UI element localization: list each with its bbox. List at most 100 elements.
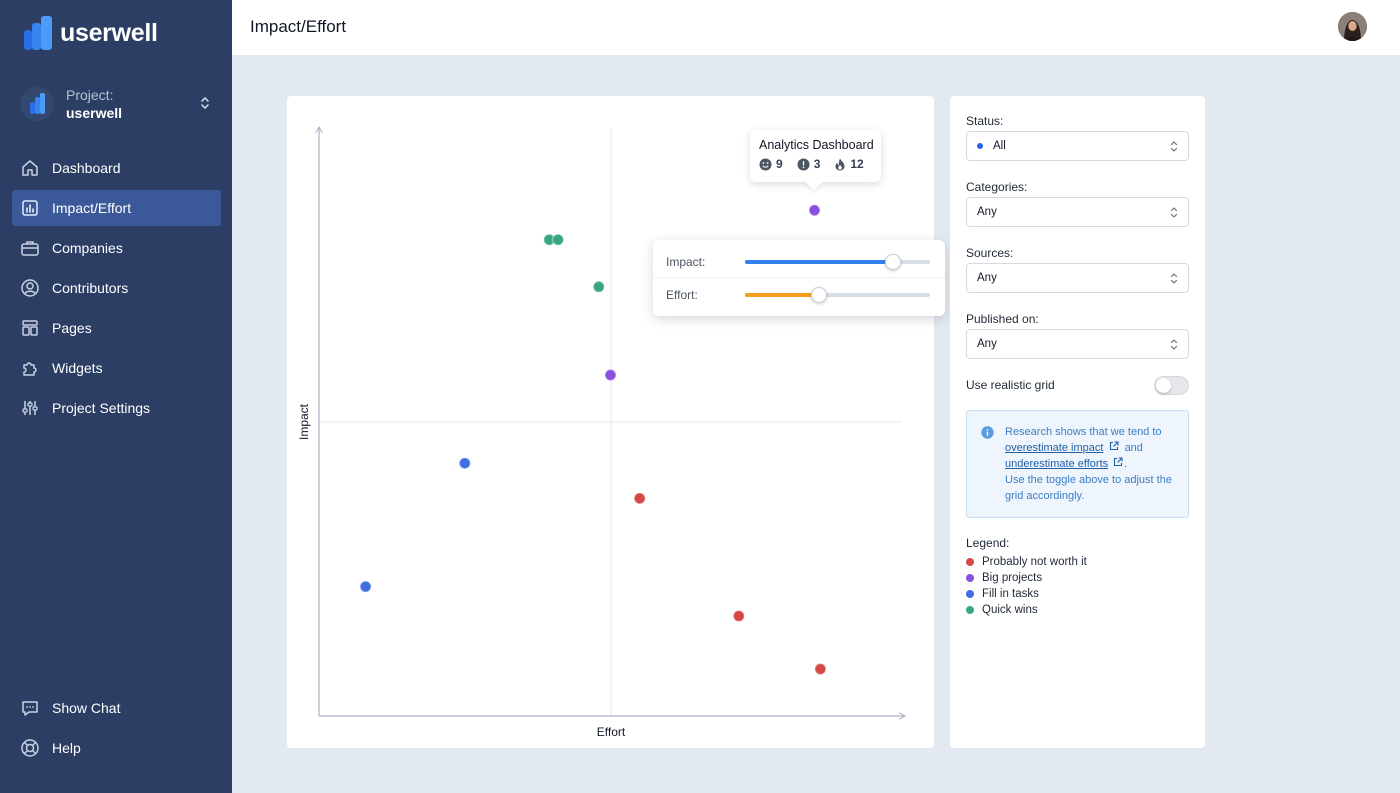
info-callout: Research shows that we tend to overestim… [966, 410, 1189, 518]
effort-slider-row: Effort: [653, 279, 945, 311]
published-on-select[interactable]: Any [966, 329, 1189, 359]
impact-slider-handle[interactable] [885, 253, 901, 270]
info-text: Research shows that we tend to overestim… [1005, 424, 1185, 504]
project-switcher[interactable]: Project: userwell [20, 84, 216, 124]
x-axis-label: Effort [597, 725, 626, 739]
nav-item-label: Dashboard [52, 160, 121, 176]
project-logo-icon [30, 93, 45, 114]
published-on-value: Any [977, 338, 997, 350]
nav-item-impact-effort[interactable]: Impact/Effort [12, 190, 221, 226]
data-point[interactable] [604, 368, 617, 382]
external-link-icon [1114, 457, 1123, 467]
user-photo-icon [1338, 12, 1367, 41]
tooltip-stat: 3 [797, 157, 821, 171]
data-point[interactable] [633, 492, 646, 505]
nav-item-contributors[interactable]: Contributors [12, 270, 221, 306]
effort-slider-fill [745, 293, 819, 297]
external-link-icon [1109, 441, 1119, 451]
nav-item-label: Widgets [52, 360, 103, 376]
nav-item-dashboard[interactable]: Dashboard [12, 150, 221, 186]
sources-value: Any [977, 272, 997, 284]
data-point[interactable] [592, 280, 606, 294]
lifebuoy-icon [21, 739, 39, 757]
nav-item-companies[interactable]: Companies [12, 230, 221, 266]
nav-item-pages[interactable]: Pages [12, 310, 221, 346]
legend-label: Quick wins [982, 604, 1038, 616]
chevron-up-down-icon [1170, 273, 1178, 284]
legend-title: Legend: [966, 536, 1010, 550]
data-point[interactable] [359, 580, 372, 593]
info-text-line: Research shows that we tend to [1005, 426, 1162, 438]
impact-slider-row: Impact: [653, 246, 945, 278]
impact-slider-fill [745, 259, 893, 264]
categories-label: Categories: [966, 180, 1028, 194]
categories-select[interactable]: Any [966, 197, 1189, 227]
nav-item-label: Pages [52, 320, 92, 336]
legend-dot [966, 558, 974, 566]
nav-item-label: Companies [52, 240, 123, 256]
info-text-period: . [1124, 458, 1128, 470]
legend: Probably not worth it Big projects Fill … [966, 554, 1087, 618]
user-circle-icon [21, 279, 39, 297]
point-sliders-popover: Impact: Effort: [653, 240, 945, 316]
tooltip-stats: 9 3 12 [759, 157, 878, 171]
user-avatar[interactable] [1338, 12, 1367, 41]
data-point[interactable] [814, 662, 827, 676]
effort-slider-label: Effort: [666, 288, 698, 302]
data-point[interactable] [732, 609, 746, 623]
status-dot [977, 143, 983, 149]
y-axis-label: Impact [297, 403, 311, 440]
brand-logo[interactable]: userwell [22, 14, 158, 52]
bottom-nav: Show Chat Help [12, 690, 221, 770]
overestimate-impact-link[interactable]: overestimate impact [1005, 442, 1104, 454]
impact-effort-chart: Effort Impact Analytics Dashboard 9 3 12… [287, 96, 945, 748]
help-button[interactable]: Help [12, 730, 221, 766]
sources-select[interactable]: Any [966, 263, 1189, 293]
underestimate-efforts-link[interactable]: underestimate efforts [1005, 458, 1109, 470]
briefcase-icon [21, 241, 39, 256]
brand-name: userwell [60, 18, 158, 47]
show-chat-button[interactable]: Show Chat [12, 690, 221, 726]
data-point[interactable] [808, 204, 821, 217]
nav-item-project-settings[interactable]: Project Settings [12, 390, 221, 426]
impact-slider-label: Impact: [666, 254, 706, 269]
categories-value: Any [977, 206, 997, 218]
nav-item-widgets[interactable]: Widgets [12, 350, 221, 386]
info-text-line: Use the toggle above to adjust the grid … [1005, 474, 1172, 502]
legend-label: Big projects [982, 572, 1043, 584]
published-on-label: Published on: [966, 312, 1039, 326]
userwell-logo-icon [24, 16, 52, 50]
top-bar: Impact/Effort [232, 0, 1400, 55]
sidebar: userwell Project: userwell Dashboard Imp… [0, 0, 232, 793]
status-select[interactable]: All [966, 131, 1189, 161]
sources-label: Sources: [966, 246, 1014, 260]
chevron-up-down-icon [1170, 207, 1178, 218]
page-title: Impact/Effort [250, 17, 347, 36]
legend-dot [966, 574, 974, 582]
effort-slider-handle[interactable] [811, 287, 827, 303]
main-nav: Dashboard Impact/Effort Companies Contri… [12, 150, 221, 430]
puzzle-icon [23, 362, 37, 376]
legend-dot [966, 590, 974, 598]
legend-item: Fill in tasks [966, 586, 1087, 602]
effort-slider[interactable] [745, 287, 930, 303]
nav-item-label: Show Chat [52, 700, 121, 716]
status-label: Status: [966, 114, 1004, 128]
tooltip-stat-value: 12 [850, 157, 864, 171]
impact-slider[interactable] [745, 253, 930, 270]
toggle-knob [1156, 378, 1171, 393]
realistic-grid-label: Use realistic grid [966, 378, 1055, 392]
realistic-grid-toggle[interactable] [1154, 376, 1189, 395]
data-point[interactable] [458, 456, 472, 470]
tooltip-stat-value: 3 [813, 157, 821, 171]
tooltip-stat: 9 [759, 157, 783, 171]
nav-item-label: Project Settings [52, 400, 151, 416]
tooltip-stat-value: 9 [776, 157, 783, 171]
data-point[interactable] [551, 233, 565, 246]
home-icon [22, 160, 38, 176]
chart-icon [22, 200, 38, 216]
filters-panel: Status: All Categories: Any Sources: Any… [950, 96, 1205, 748]
data-points [359, 204, 827, 676]
info-text-and: and [1124, 442, 1143, 454]
legend-item: Quick wins [966, 602, 1087, 618]
